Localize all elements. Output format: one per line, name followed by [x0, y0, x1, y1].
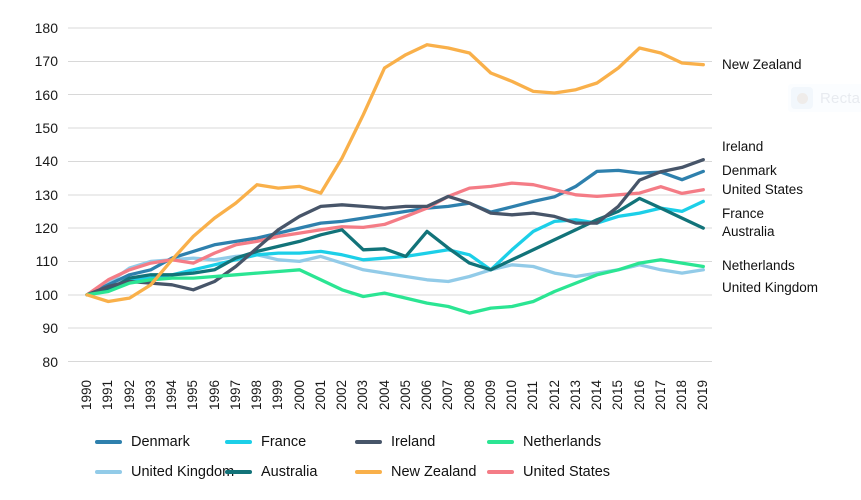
- legend-item-france: France: [225, 432, 306, 452]
- legend-label: Ireland: [391, 434, 436, 450]
- x-axis-tick-label: 2003: [355, 379, 371, 410]
- series-line-netherlands: [85, 258, 705, 315]
- legend-item-denmark: Denmark: [95, 432, 190, 452]
- legend-swatch: [487, 440, 514, 444]
- x-axis-tick-label: 1997: [227, 379, 243, 410]
- series-end-label: United States: [722, 181, 804, 197]
- x-axis-tick-label: 2010: [504, 379, 519, 410]
- y-axis-tick-label: 140: [34, 153, 58, 170]
- y-axis-tick-label: 80: [42, 353, 58, 370]
- x-axis-tick-label: 1994: [164, 379, 179, 410]
- series-line-denmark: [85, 168, 705, 297]
- y-axis-tick-label: 170: [34, 53, 58, 70]
- series-end-label: New Zealand: [722, 56, 802, 72]
- legend-swatch: [487, 470, 514, 474]
- series-end-label: Ireland: [722, 138, 764, 154]
- x-axis-tick-label: 1993: [142, 379, 158, 410]
- x-axis-tick-label: 1991: [100, 379, 116, 410]
- series-end-label: Netherlands: [722, 258, 795, 274]
- x-axis-tick-label: 2006: [419, 379, 434, 410]
- watermark-text: Recta: [820, 89, 861, 107]
- x-axis-tick-label: 2001: [312, 379, 328, 410]
- x-axis-tick-label: 1995: [185, 379, 201, 410]
- watermark: Recta: [788, 84, 861, 112]
- x-axis-tick-label: 2014: [589, 379, 604, 410]
- x-axis-tick-label: 2019: [695, 379, 711, 410]
- legend-label: United Kingdom: [131, 464, 235, 480]
- legend-label: Netherlands: [523, 434, 602, 450]
- series-line-new-zealand: [85, 43, 705, 304]
- x-axis-tick-label: 2013: [567, 379, 583, 410]
- x-axis-tick-label: 2017: [652, 379, 668, 410]
- y-axis-tick-label: 150: [34, 120, 58, 137]
- legend-label: France: [261, 434, 307, 450]
- legend-item-united-states: United States: [487, 462, 610, 482]
- x-axis-tick-label: 2009: [482, 379, 498, 410]
- legend-swatch: [225, 470, 252, 474]
- x-axis-tick-label: 2016: [631, 379, 647, 410]
- legend-item-ireland: Ireland: [355, 432, 435, 452]
- y-axis-tick-label: 100: [34, 286, 58, 303]
- series-end-label: Denmark: [722, 163, 777, 179]
- legend-swatch: [355, 470, 382, 474]
- legend-item-united-kingdom: United Kingdom: [95, 462, 234, 482]
- x-axis-tick-label: 1999: [270, 379, 286, 410]
- x-axis-tick-label: 1992: [121, 379, 137, 410]
- legend-item-new-zealand: New Zealand: [355, 462, 476, 482]
- legend-item-netherlands: Netherlands: [487, 432, 601, 452]
- legend-item-australia: Australia: [225, 462, 317, 482]
- y-axis-tick-label: 110: [35, 253, 58, 270]
- x-axis-tick-label: 1996: [206, 379, 222, 410]
- x-axis-tick-label: 2007: [440, 379, 456, 410]
- x-axis-tick-label: 2015: [610, 379, 626, 410]
- series-end-label: United Kingdom: [722, 279, 819, 295]
- x-axis-tick-label: 2005: [397, 379, 413, 410]
- legend-label: United States: [523, 464, 611, 480]
- x-axis-tick-label: 1990: [79, 379, 94, 410]
- x-axis-tick-label: 2000: [291, 379, 307, 410]
- legend-label: New Zealand: [391, 464, 477, 480]
- series-line-united-states: [85, 181, 705, 297]
- y-axis-tick-label: 130: [34, 186, 58, 203]
- x-axis-tick-label: 2012: [546, 379, 562, 410]
- legend-swatch: [95, 470, 122, 474]
- legend-swatch: [225, 440, 252, 444]
- y-axis-tick-label: 180: [34, 20, 58, 36]
- legend-swatch: [355, 440, 382, 444]
- legend-swatch: [95, 440, 122, 444]
- x-axis-tick-label: 1998: [249, 379, 264, 410]
- series-line-ireland: [85, 158, 705, 297]
- legend-label: Australia: [261, 464, 318, 480]
- y-axis-tick-label: 160: [34, 86, 58, 103]
- series-end-label: France: [722, 206, 765, 222]
- y-axis-tick-label: 90: [42, 320, 58, 337]
- x-axis-tick-label: 2004: [376, 379, 392, 410]
- x-axis-tick-label: 2018: [674, 379, 689, 410]
- series-end-label: Australia: [722, 224, 775, 240]
- x-axis-tick-label: 2011: [525, 380, 541, 410]
- x-axis-tick-label: 2002: [334, 379, 349, 410]
- legend-label: Denmark: [131, 434, 190, 450]
- x-axis-tick-label: 2008: [461, 379, 477, 410]
- circle-icon: [791, 87, 813, 109]
- y-axis-tick-label: 120: [34, 220, 58, 237]
